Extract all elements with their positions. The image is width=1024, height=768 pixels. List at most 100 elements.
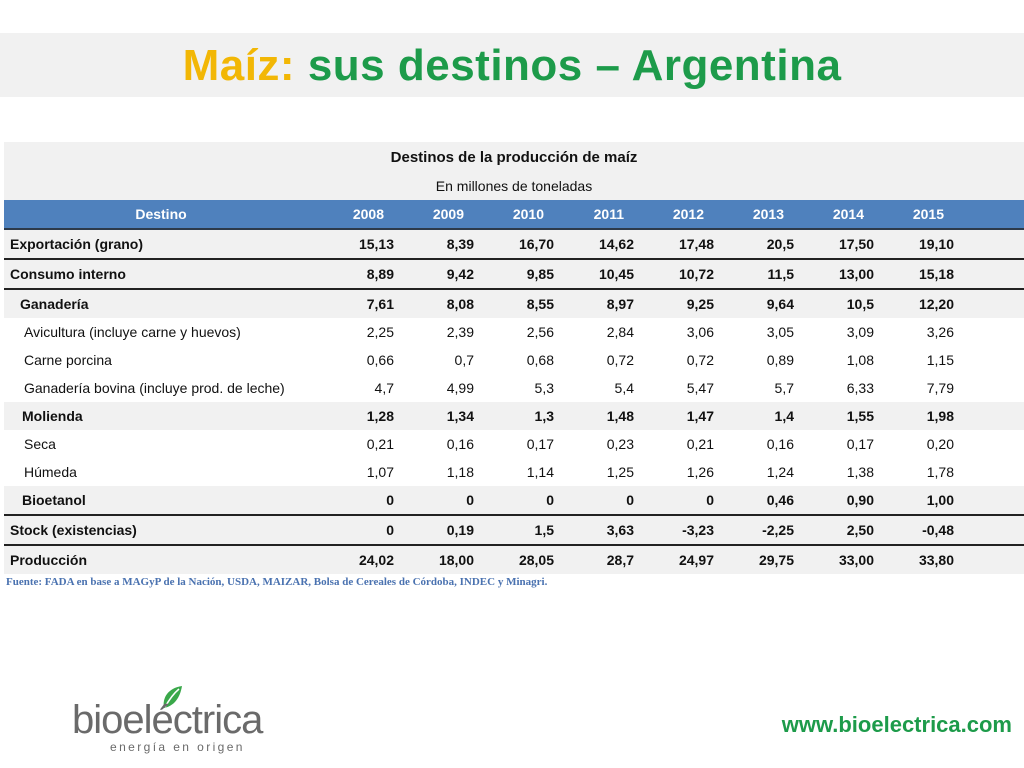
header-2015: 2015 — [912, 206, 944, 222]
cell: 0 — [626, 492, 634, 508]
cell: 1,48 — [606, 408, 634, 424]
table-header-row: Destino 2008 2009 2010 2011 2012 2013 20… — [4, 200, 1024, 230]
cell: 4,7 — [374, 380, 394, 396]
cell: 3,05 — [766, 324, 794, 340]
row-label: Ganadería bovina (incluye prod. de leche… — [24, 380, 285, 396]
cell: 0,21 — [366, 436, 394, 452]
cell: 1,98 — [926, 408, 954, 424]
cell: 1,07 — [366, 464, 394, 480]
cell: 2,84 — [606, 324, 634, 340]
cell: 11,5 — [767, 266, 794, 282]
cell: 1,4 — [774, 408, 794, 424]
cell: 8,08 — [446, 296, 474, 312]
cell: 1,3 — [534, 408, 554, 424]
cell: 18,00 — [438, 552, 474, 568]
cell: 0,21 — [686, 436, 714, 452]
cell: 0 — [386, 522, 394, 538]
cell: 13,00 — [838, 266, 874, 282]
cell: 24,97 — [678, 552, 714, 568]
cell: 0,72 — [686, 352, 714, 368]
logo-tagline: energía en origen — [110, 740, 245, 754]
cell: 1,18 — [446, 464, 474, 480]
cell: 9,42 — [446, 266, 474, 282]
cell: 8,97 — [606, 296, 634, 312]
cell: 8,39 — [446, 236, 474, 252]
cell: 33,00 — [838, 552, 874, 568]
table-row-ganaderia: Ganadería 7,61 8,08 8,55 8,97 9,25 9,64 … — [4, 290, 1024, 318]
row-label: Seca — [24, 436, 56, 452]
cell: 0,16 — [766, 436, 794, 452]
cell: 4,99 — [446, 380, 474, 396]
cell: 0,68 — [526, 352, 554, 368]
row-label: Avicultura (incluye carne y huevos) — [24, 324, 241, 340]
cell: -2,25 — [762, 522, 794, 538]
cell: 1,24 — [766, 464, 794, 480]
table-row-seca: Seca 0,21 0,16 0,17 0,23 0,21 0,16 0,17 … — [4, 430, 1024, 458]
cell: 15,13 — [358, 236, 394, 252]
cell: 5,7 — [774, 380, 794, 396]
cell: 0,90 — [846, 492, 874, 508]
cell: 24,02 — [358, 552, 394, 568]
table-row-bioetanol: Bioetanol 0 0 0 0 0 0,46 0,90 1,00 — [4, 486, 1024, 516]
cell: 1,28 — [366, 408, 394, 424]
cell: 1,08 — [846, 352, 874, 368]
cell: 0 — [466, 492, 474, 508]
cell: 1,47 — [686, 408, 714, 424]
cell: 10,45 — [598, 266, 634, 282]
cell: 2,39 — [446, 324, 474, 340]
title-part-destinos: sus destinos – Argentina — [307, 41, 842, 90]
cell: 7,79 — [926, 380, 954, 396]
cell: 0,72 — [606, 352, 634, 368]
cell: 2,25 — [366, 324, 394, 340]
cell: 0,19 — [446, 522, 474, 538]
header-2012: 2012 — [672, 206, 704, 222]
cell: -3,23 — [682, 522, 714, 538]
cell: 7,61 — [366, 296, 394, 312]
cell: 9,25 — [686, 296, 714, 312]
cell: 0 — [706, 492, 714, 508]
table-row-stock: Stock (existencias) 0 0,19 1,5 3,63 -3,2… — [4, 516, 1024, 546]
cell: 9,85 — [526, 266, 554, 282]
cell: 0,46 — [766, 492, 794, 508]
cell: 12,20 — [918, 296, 954, 312]
cell: 1,26 — [686, 464, 714, 480]
cell: 0,20 — [926, 436, 954, 452]
cell: 29,75 — [758, 552, 794, 568]
cell: 3,09 — [846, 324, 874, 340]
table-row-avicultura: Avicultura (incluye carne y huevos) 2,25… — [4, 318, 1024, 346]
row-label: Molienda — [22, 408, 83, 424]
cell: 0 — [386, 492, 394, 508]
table-row-consumo-interno: Consumo interno 8,89 9,42 9,85 10,45 10,… — [4, 260, 1024, 290]
cell: 1,38 — [846, 464, 874, 480]
header-2014: 2014 — [832, 206, 864, 222]
title-band — [0, 33, 1024, 97]
cell: 15,18 — [918, 266, 954, 282]
row-label: Bioetanol — [22, 492, 86, 508]
title-part-maiz: Maíz: — [182, 41, 296, 90]
logo-wordmark: bioeléctrica — [72, 698, 263, 742]
header-2011: 2011 — [593, 206, 624, 222]
header-destino: Destino — [135, 206, 187, 222]
cell: 0,16 — [446, 436, 474, 452]
cell: 5,47 — [686, 380, 714, 396]
slide-title: Maíz: sus destinos – Argentina — [0, 38, 1024, 94]
row-label: Producción — [10, 552, 88, 568]
source-note: Fuente: FADA en base a MAGyP de la Nació… — [6, 576, 548, 588]
cell: 0,7 — [454, 352, 474, 368]
row-label: Carne porcina — [24, 352, 112, 368]
header-2010: 2010 — [512, 206, 544, 222]
cell: 0,89 — [766, 352, 794, 368]
header-2008: 2008 — [352, 206, 384, 222]
cell: 1,25 — [606, 464, 634, 480]
website-link[interactable]: www.bioelectrica.com — [781, 712, 1012, 737]
cell: 0,66 — [366, 352, 394, 368]
cell: 5,3 — [534, 380, 554, 396]
table-row-produccion: Producción 24,02 18,00 28,05 28,7 24,97 … — [4, 546, 1024, 574]
cell: 1,14 — [526, 464, 554, 480]
cell: 28,7 — [606, 552, 634, 568]
cell: 3,26 — [926, 324, 954, 340]
header-2013: 2013 — [752, 206, 784, 222]
row-label: Húmeda — [24, 464, 77, 480]
cell: 28,05 — [518, 552, 554, 568]
cell: 19,10 — [918, 236, 954, 252]
